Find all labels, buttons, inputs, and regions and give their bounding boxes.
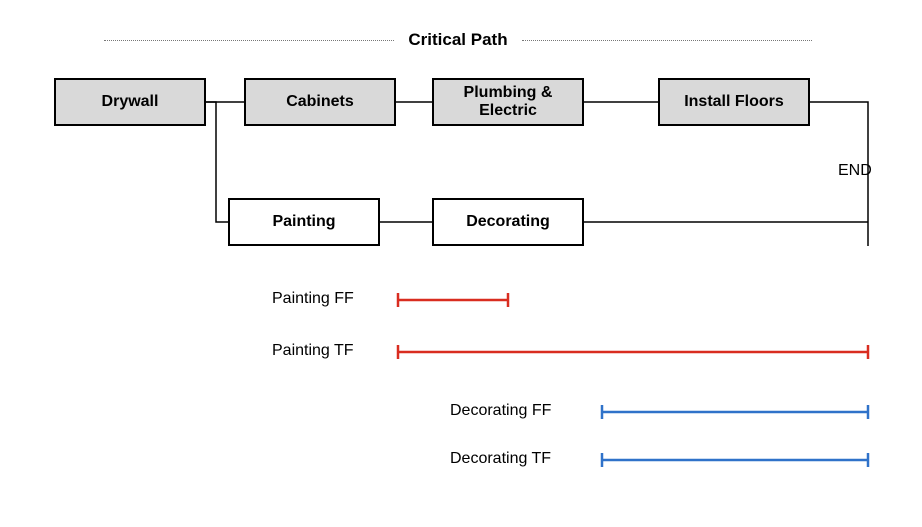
float-bars-group (398, 293, 868, 467)
node-floors-label: Install Floors (684, 93, 784, 111)
node-decorating-label: Decorating (466, 213, 550, 231)
diagram-stage: Critical Path Drywall Cabinets Plumbing … (0, 0, 922, 527)
connector (206, 102, 228, 222)
end-label: END (838, 162, 872, 180)
node-cabinets: Cabinets (244, 78, 396, 126)
node-cabinets-label: Cabinets (286, 93, 354, 111)
node-plumbing-label: Plumbing & Electric (434, 84, 582, 121)
node-floors: Install Floors (658, 78, 810, 126)
float-bar-decorating-tf (602, 453, 868, 467)
title-row: Critical Path (78, 30, 838, 50)
title-dots-left (104, 40, 394, 41)
title-text: Critical Path (394, 30, 521, 50)
node-decorating: Decorating (432, 198, 584, 246)
title-dots-right (522, 40, 812, 41)
node-painting-label: Painting (272, 213, 335, 231)
label-painting-ff: Painting FF (272, 290, 354, 308)
node-drywall-label: Drywall (102, 93, 159, 111)
label-painting-tf: Painting TF (272, 342, 354, 360)
node-painting: Painting (228, 198, 380, 246)
node-drywall: Drywall (54, 78, 206, 126)
float-bar-painting-ff (398, 293, 508, 307)
label-decorating-tf: Decorating TF (450, 450, 551, 468)
node-plumbing: Plumbing & Electric (432, 78, 584, 126)
float-bar-painting-tf (398, 345, 868, 359)
float-bar-decorating-ff (602, 405, 868, 419)
label-decorating-ff: Decorating FF (450, 402, 551, 420)
